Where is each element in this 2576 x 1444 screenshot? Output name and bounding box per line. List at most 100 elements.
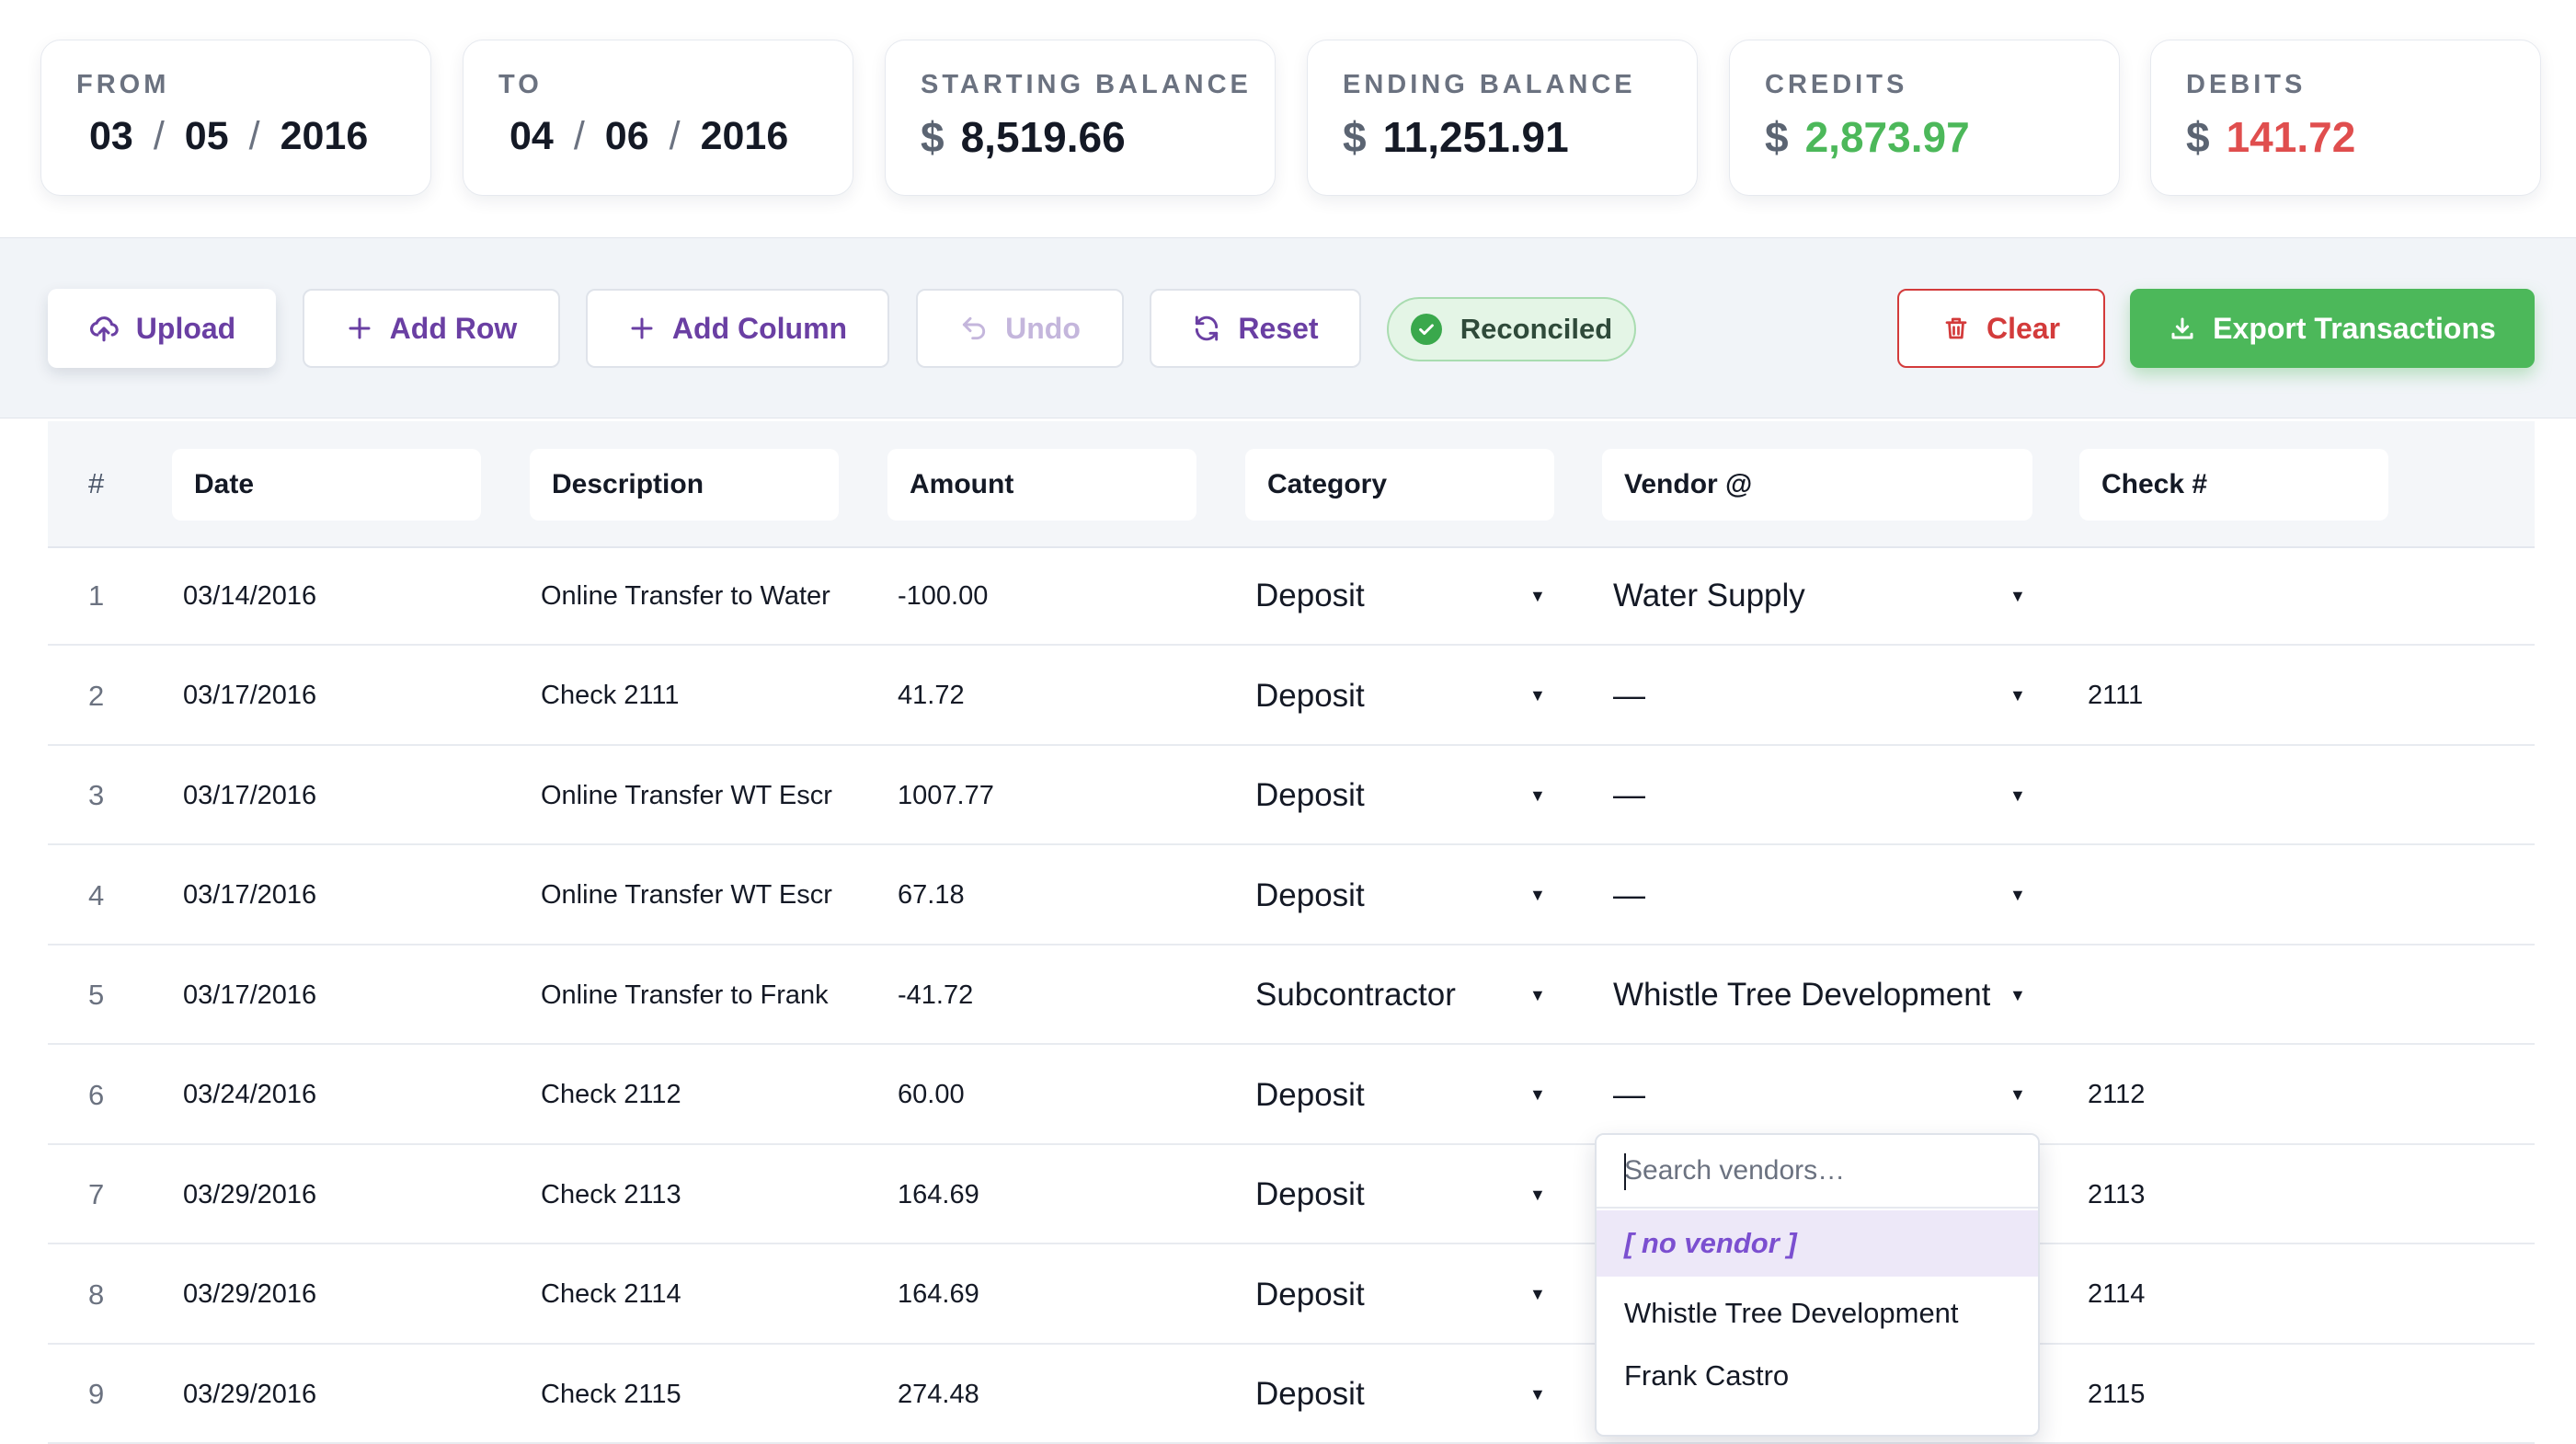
description-cell[interactable]: Check 2112 [541, 1080, 681, 1109]
check-number-cell[interactable]: 2112 [2088, 1080, 2146, 1109]
to-day[interactable]: 06 [604, 114, 649, 158]
caret-down-icon[interactable]: ▼ [2009, 985, 2026, 1004]
header-amount[interactable]: Amount [887, 449, 1196, 521]
reset-button[interactable]: Reset [1150, 289, 1361, 368]
caret-down-icon[interactable]: ▼ [1529, 1185, 1546, 1204]
to-date-value[interactable]: 04 / 06 / 2016 [509, 114, 788, 159]
description-cell[interactable]: Online Transfer WT Escr [541, 880, 832, 910]
add-row-button[interactable]: Add Row [303, 289, 560, 368]
description-cell[interactable]: Online Transfer to Water [541, 580, 830, 611]
vendor-select[interactable]: — [1613, 877, 1645, 913]
amount-cell[interactable]: 67.18 [898, 880, 965, 910]
caret-down-icon[interactable]: ▼ [2009, 586, 2026, 605]
date-cell[interactable]: 03/17/2016 [183, 880, 317, 910]
check-number-cell[interactable]: 2111 [2088, 681, 2144, 710]
row-number: 1 [88, 579, 105, 612]
vendor-option-none[interactable]: [ no vendor ] [1597, 1210, 2038, 1277]
amount-cell[interactable]: 274.48 [898, 1379, 979, 1409]
from-date-value[interactable]: 03 / 05 / 2016 [89, 114, 368, 159]
amount-cell[interactable]: 41.72 [898, 681, 965, 710]
caret-down-icon[interactable]: ▼ [1529, 886, 1546, 904]
amount-cell[interactable]: 60.00 [898, 1080, 965, 1109]
description-cell[interactable]: Online Transfer WT Escr [541, 780, 832, 810]
header-vendor[interactable]: Vendor @ [1602, 449, 2032, 521]
from-date-card[interactable]: FROM 03 / 05 / 2016 [40, 40, 431, 196]
vendor-select[interactable]: — [1613, 1076, 1645, 1113]
caret-down-icon[interactable]: ▼ [1529, 1384, 1546, 1404]
undo-icon [959, 314, 989, 343]
check-number-cell[interactable]: 2115 [2088, 1379, 2146, 1409]
vendor-option[interactable]: Whistle Tree Development [1624, 1297, 1959, 1329]
description-cell[interactable]: Online Transfer to Frank [541, 980, 829, 1010]
vendor-option[interactable]: Frank Castro [1624, 1359, 1790, 1392]
category-select[interactable]: Deposit [1255, 677, 1365, 714]
upload-label: Upload [135, 311, 236, 345]
description-cell[interactable]: Check 2111 [541, 681, 680, 710]
header-category[interactable]: Category [1245, 449, 1554, 521]
category-select[interactable]: Deposit [1255, 1376, 1365, 1412]
check-number-cell[interactable]: 2114 [2088, 1279, 2146, 1309]
vendor-select[interactable]: — [1613, 677, 1645, 714]
header-description[interactable]: Description [530, 449, 839, 521]
date-cell[interactable]: 03/17/2016 [183, 980, 317, 1010]
category-select[interactable]: Deposit [1255, 1076, 1365, 1113]
caret-down-icon[interactable]: ▼ [2009, 1085, 2026, 1104]
export-label: Export Transactions [2213, 311, 2496, 345]
to-month[interactable]: 04 [509, 114, 554, 158]
check-number-cell[interactable]: 2113 [2088, 1179, 2146, 1209]
caret-down-icon[interactable]: ▼ [1529, 1085, 1546, 1104]
date-cell[interactable]: 03/29/2016 [183, 1279, 317, 1309]
starting-balance-card: STARTING BALANCE $8,519.66 [885, 40, 1276, 196]
caret-down-icon[interactable]: ▼ [2009, 785, 2026, 805]
export-transactions-button[interactable]: Export Transactions [2130, 289, 2535, 368]
category-select[interactable]: Deposit [1255, 877, 1365, 913]
header-date[interactable]: Date [172, 449, 481, 521]
from-year[interactable]: 2016 [280, 114, 369, 158]
date-cell[interactable]: 03/17/2016 [183, 780, 317, 810]
date-cell[interactable]: 03/14/2016 [183, 580, 317, 611]
date-cell[interactable]: 03/17/2016 [183, 681, 317, 710]
header-check-number[interactable]: Check # [2079, 449, 2388, 521]
category-select[interactable]: Deposit [1255, 1176, 1365, 1212]
amount-cell[interactable]: 164.69 [898, 1279, 979, 1309]
caret-down-icon[interactable]: ▼ [1529, 586, 1546, 605]
amount-cell[interactable]: -41.72 [898, 980, 974, 1010]
amount-cell[interactable]: 164.69 [898, 1179, 979, 1209]
caret-down-icon[interactable]: ▼ [1529, 785, 1546, 805]
amount-cell[interactable]: 1007.77 [898, 780, 994, 810]
caret-down-icon[interactable]: ▼ [2009, 686, 2026, 705]
upload-button[interactable]: Upload [48, 289, 276, 368]
to-date-card[interactable]: TO 04 / 06 / 2016 [463, 40, 853, 196]
description-cell[interactable]: Check 2113 [541, 1179, 681, 1209]
from-day[interactable]: 05 [184, 114, 229, 158]
category-select[interactable]: Subcontractor [1255, 977, 1456, 1013]
table-row: 5 03/17/2016 Online Transfer to Frank -41.7… [48, 945, 2535, 1045]
caret-down-icon[interactable]: ▼ [1529, 1285, 1546, 1303]
add-column-button[interactable]: Add Column [586, 289, 889, 368]
amount-cell[interactable]: -100.00 [898, 580, 989, 611]
date-cell[interactable]: 03/29/2016 [183, 1179, 317, 1209]
vendor-select[interactable]: Whistle Tree Development [1613, 977, 1991, 1013]
to-year[interactable]: 2016 [700, 114, 789, 158]
clear-button[interactable]: Clear [1897, 289, 2105, 368]
from-month[interactable]: 03 [89, 114, 133, 158]
debits-amount: 141.72 [2226, 113, 2356, 161]
vendor-search-input[interactable] [1597, 1135, 2038, 1209]
description-cell[interactable]: Check 2115 [541, 1379, 681, 1409]
caret-down-icon[interactable]: ▼ [2009, 886, 2026, 904]
date-cell[interactable]: 03/29/2016 [183, 1379, 317, 1409]
caret-down-icon[interactable]: ▼ [1529, 686, 1546, 705]
category-select[interactable]: Deposit [1255, 1276, 1365, 1312]
table-row: 1 03/14/2016 Online Transfer to Water -100.… [48, 546, 2535, 646]
vendor-select[interactable]: — [1613, 777, 1645, 813]
date-cell[interactable]: 03/24/2016 [183, 1080, 317, 1109]
category-select[interactable]: Deposit [1255, 578, 1365, 613]
row-number: 8 [88, 1278, 105, 1311]
transactions-table: # Date Description Amount Category Vendo… [48, 421, 2535, 1444]
undo-button[interactable]: Undo [916, 289, 1124, 368]
caret-down-icon[interactable]: ▼ [1529, 985, 1546, 1004]
category-select[interactable]: Deposit [1255, 777, 1365, 813]
vendor-select[interactable]: Water Supply [1613, 578, 1805, 613]
description-cell[interactable]: Check 2114 [541, 1279, 681, 1309]
plus-icon [628, 315, 656, 342]
